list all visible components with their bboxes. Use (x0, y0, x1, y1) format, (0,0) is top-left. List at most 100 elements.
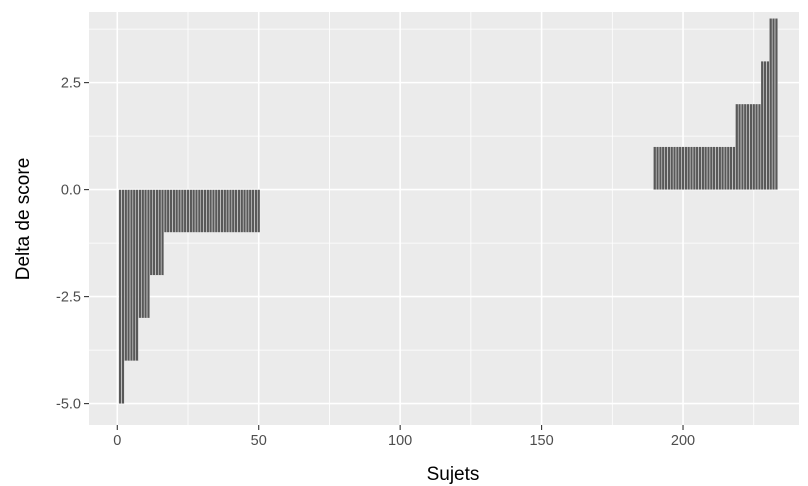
bar (257, 190, 260, 233)
bar (656, 147, 659, 190)
bar (758, 104, 761, 190)
y-tick-label: 2.5 (61, 76, 81, 92)
bar (764, 61, 767, 189)
bar (752, 104, 755, 190)
bar (164, 190, 167, 233)
bar (130, 190, 133, 361)
bar (218, 190, 221, 233)
bar (221, 190, 224, 233)
bar (147, 190, 150, 318)
x-tick-label: 100 (388, 433, 412, 449)
bar (767, 61, 770, 189)
bar (170, 190, 173, 233)
x-tick-label: 150 (529, 433, 553, 449)
bar (679, 147, 682, 190)
bar (212, 190, 215, 233)
bar (181, 190, 184, 233)
bar (198, 190, 201, 233)
bar (204, 190, 207, 233)
bar (161, 190, 164, 276)
bar (769, 18, 772, 189)
bar (676, 147, 679, 190)
bar (659, 147, 662, 190)
x-axis-title: Sujets (427, 464, 480, 485)
bar (670, 147, 673, 190)
bar (687, 147, 690, 190)
bar (733, 147, 736, 190)
bar (702, 147, 705, 190)
bar (190, 190, 193, 233)
bar (119, 190, 122, 404)
bar (224, 190, 227, 233)
bar (735, 104, 738, 190)
bar (255, 190, 258, 233)
bar (246, 190, 249, 233)
bar (673, 147, 676, 190)
bar (133, 190, 136, 361)
bar (122, 190, 125, 404)
bar (141, 190, 144, 318)
bar (125, 190, 128, 361)
bar (707, 147, 710, 190)
bar (704, 147, 707, 190)
bar (158, 190, 161, 276)
bar (238, 190, 241, 233)
x-tick-label: 50 (251, 433, 267, 449)
bar (232, 190, 235, 233)
bar (716, 147, 719, 190)
bar (178, 190, 181, 233)
y-axis: -5.0 -2.5 0.0 2.5 (56, 76, 89, 413)
bar (150, 190, 153, 276)
y-tick-label: 0.0 (61, 183, 81, 199)
bar (201, 190, 204, 233)
x-axis: 0 50 100 150 200 (113, 425, 695, 449)
bar (662, 147, 665, 190)
bar (665, 147, 668, 190)
x-tick-label: 200 (671, 433, 695, 449)
bar (693, 147, 696, 190)
y-tick-label: -5.0 (56, 397, 81, 413)
bar (741, 104, 744, 190)
bar (184, 190, 187, 233)
bar (710, 147, 713, 190)
bar (682, 147, 685, 190)
bar (738, 104, 741, 190)
bar (229, 190, 232, 233)
bar (209, 190, 212, 233)
bar (750, 104, 753, 190)
bar (139, 190, 142, 318)
y-tick-label: -2.5 (56, 290, 81, 306)
bar (761, 61, 764, 189)
bar (653, 147, 656, 190)
bar (243, 190, 246, 233)
bar (249, 190, 252, 233)
bar (195, 190, 198, 233)
bar (690, 147, 693, 190)
bar (127, 190, 130, 361)
bar (730, 147, 733, 190)
bar (755, 104, 758, 190)
bar (235, 190, 238, 233)
bar (175, 190, 178, 233)
bar (252, 190, 255, 233)
bar (240, 190, 243, 233)
bar (156, 190, 159, 276)
bar (668, 147, 671, 190)
bar (187, 190, 190, 233)
bar (153, 190, 156, 276)
x-tick-label: 0 (113, 433, 121, 449)
bar (775, 18, 778, 189)
bar (192, 190, 195, 233)
bar (713, 147, 716, 190)
bar (699, 147, 702, 190)
bar (685, 147, 688, 190)
bar (727, 147, 730, 190)
bar (744, 104, 747, 190)
y-axis-title: Delta de score (13, 158, 34, 281)
bar (173, 190, 176, 233)
bar (719, 147, 722, 190)
bar (167, 190, 170, 233)
bar (144, 190, 147, 318)
bar (747, 104, 750, 190)
